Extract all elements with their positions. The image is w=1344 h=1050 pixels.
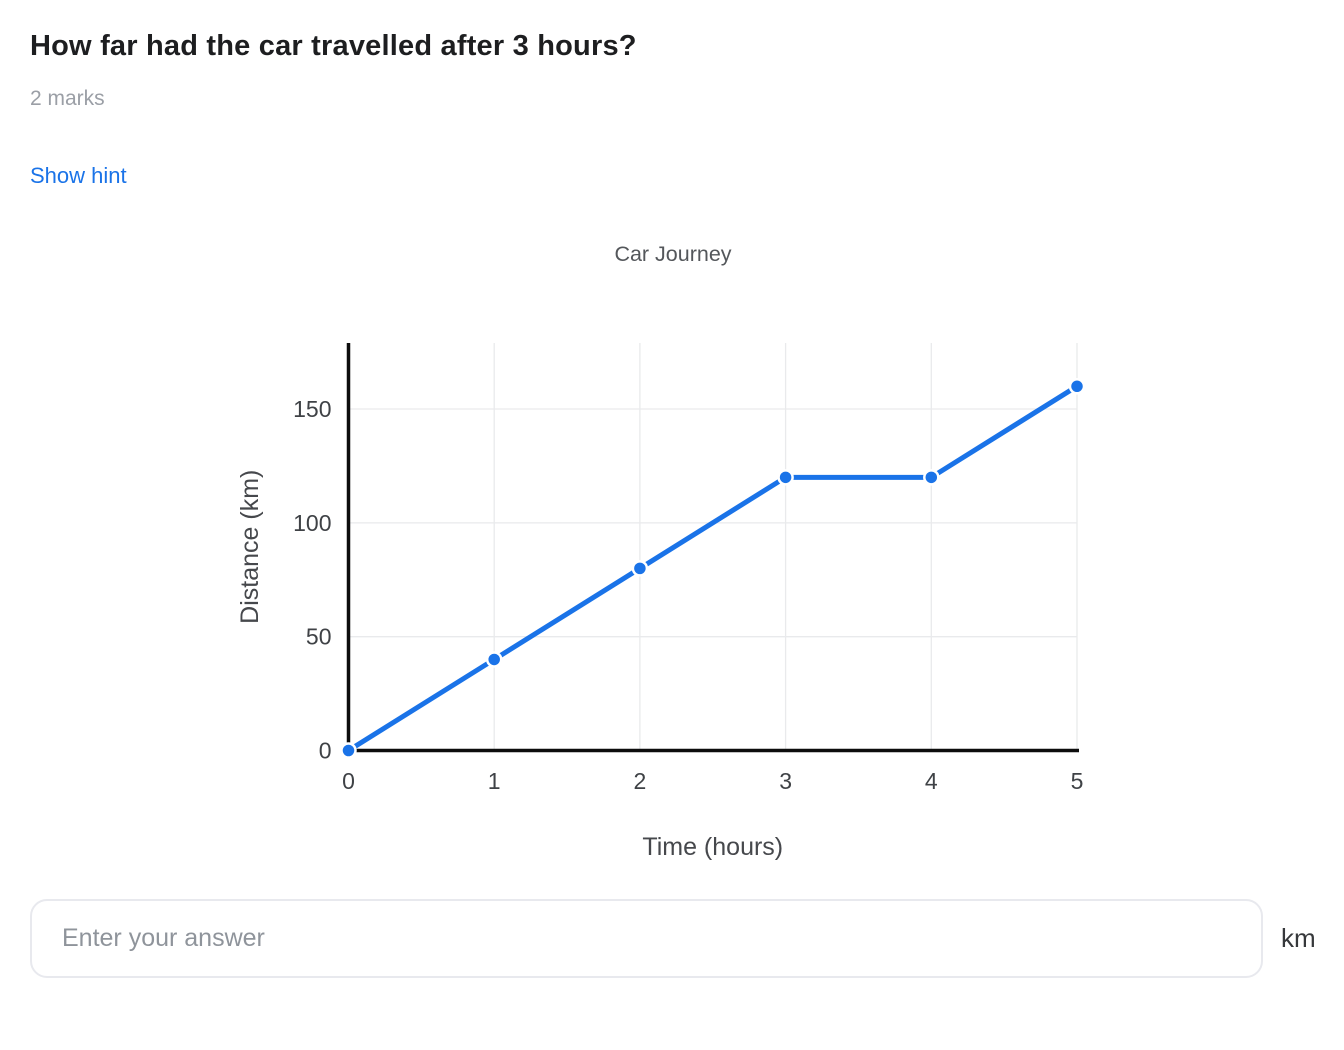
answer-unit-label: km	[1281, 923, 1316, 953]
data-point	[923, 469, 940, 486]
x-tick-label: 1	[488, 768, 501, 794]
y-tick-label: 50	[306, 624, 332, 650]
x-tick-label: 2	[634, 768, 647, 794]
marks-label: 2 marks	[30, 87, 105, 110]
x-tick-label: 0	[342, 768, 355, 794]
x-axis-title: Time (hours)	[642, 833, 783, 861]
data-point	[485, 651, 503, 668]
x-tick-label: 3	[779, 768, 792, 794]
question-title: How far had the car travelled after 3 ho…	[30, 30, 637, 62]
y-tick-label: 150	[293, 396, 331, 422]
series-line	[346, 383, 1080, 753]
data-point	[777, 469, 794, 486]
y-tick-label: 100	[293, 510, 331, 536]
y-tick-label: 0	[319, 738, 332, 764]
show-hint-link[interactable]: Show hint	[30, 163, 127, 188]
data-point	[340, 742, 357, 759]
data-point	[1068, 378, 1086, 395]
x-tick-label: 5	[1071, 768, 1084, 794]
y-axis-title: Distance (km)	[236, 470, 264, 624]
answer-row: km	[30, 899, 1316, 978]
answer-input[interactable]	[30, 899, 1263, 978]
chart-title: Car Journey	[614, 242, 731, 266]
x-tick-label: 4	[925, 768, 938, 794]
data-point	[631, 560, 649, 577]
